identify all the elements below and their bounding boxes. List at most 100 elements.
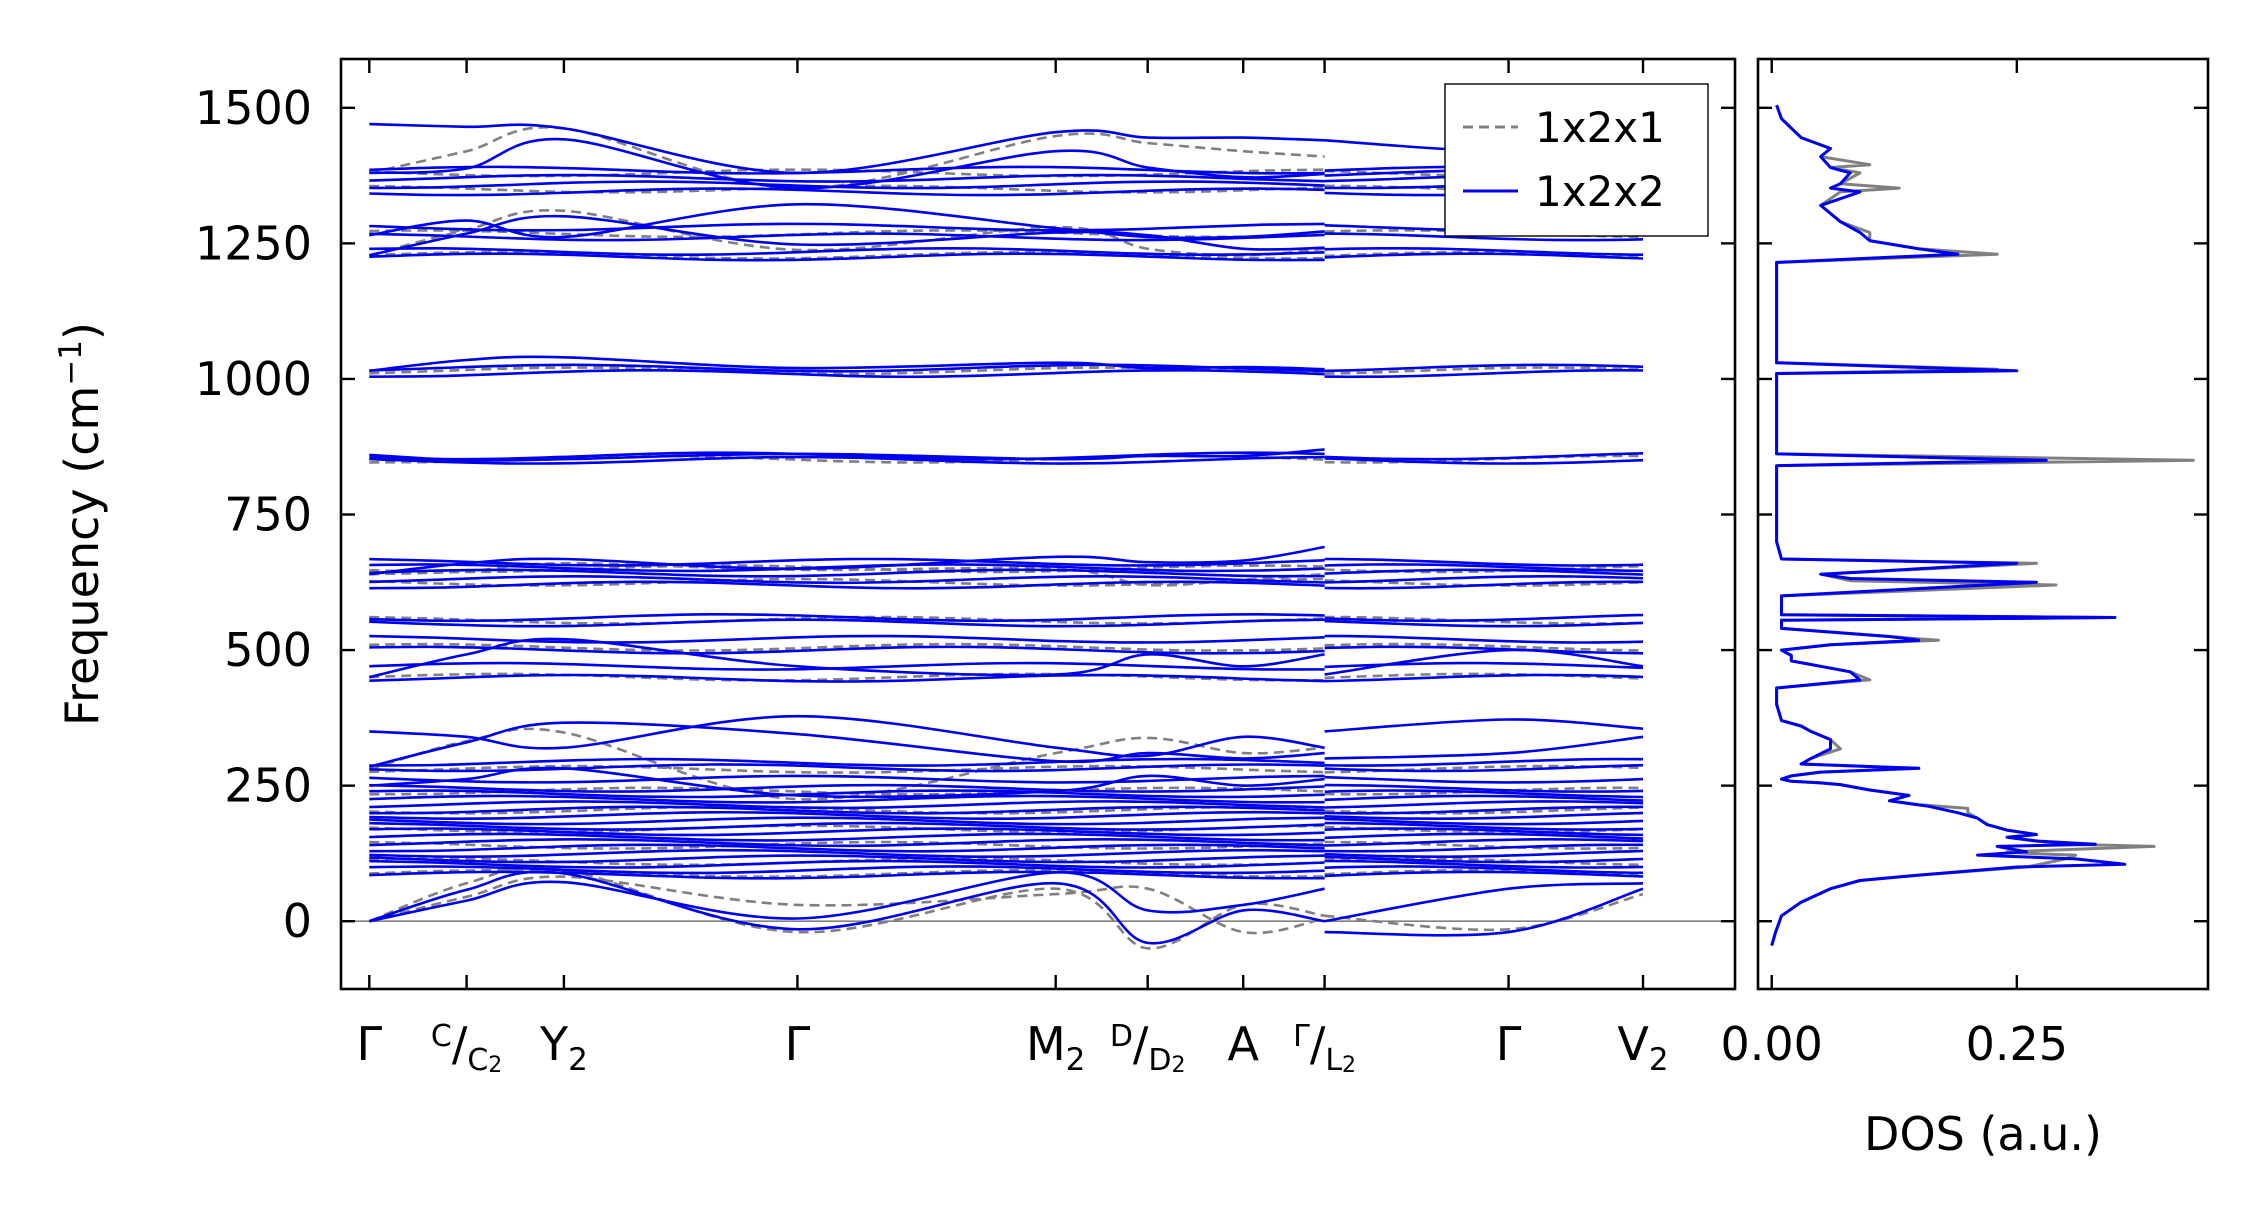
band-ytick-label-750: 750 (224, 488, 312, 542)
band-axes-frame (339, 57, 1737, 991)
1x2x2-band-8-0 (369, 827, 1325, 837)
1x2x2-band-27-0 (369, 574, 1325, 585)
1x2x2-dispersive-band-3 (1324, 735, 1644, 760)
1x2x2-band-1-0 (369, 865, 1325, 875)
1x2x2-band-39-0 (369, 187, 1325, 197)
dos-panel: 0.00 0.25 DOS (a.u.) (1721, 57, 2210, 1161)
1x2x2-band-36-1 (1324, 247, 1644, 256)
band-xtick-label-3: Γ (785, 1017, 811, 1071)
1x2x2-dispersive-band-19 (369, 545, 1325, 576)
band-ytick-label-250: 250 (224, 759, 312, 813)
1x2x2-band-10-1 (1324, 817, 1644, 826)
1x2x2-band-15-0 (369, 789, 1325, 799)
1x2x2-dispersive-band-13 (1324, 887, 1644, 937)
band-ytick-label-1000: 1000 (195, 352, 312, 406)
band-xtick-label-5: D/D2 (1110, 1017, 1186, 1078)
1x2x2-band-10-0 (369, 816, 1325, 826)
1x2x1-band-12-1 (1324, 454, 1644, 464)
1x2x2-band-29-1 (1324, 563, 1644, 573)
1x2x2-band-11-1 (1324, 811, 1644, 820)
1x2x2-band-33-1 (1324, 369, 1644, 379)
1x2x2-band-18-1 (1324, 763, 1644, 773)
1x2x2-dispersive-band-1 (1324, 718, 1644, 733)
1x2x2-band-28-0 (369, 568, 1325, 578)
dos-axis-ticks: 0.00 0.25 (1721, 59, 2208, 1071)
1x2x2-band-12-1 (1324, 805, 1644, 815)
band-ytick-label-1250: 1250 (195, 216, 312, 270)
1x2x2-band-7-1 (1324, 832, 1644, 840)
1x2x2-band-37-1 (1324, 232, 1644, 242)
1x2x1-dispersive-band-5 (368, 875, 1325, 935)
band-xtick-label-7: Γ/L2 (1293, 1017, 1356, 1078)
legend-label-1x2x2: 1x2x2 (1535, 167, 1665, 216)
1x2x2-band-7-0 (369, 832, 1325, 842)
1x2x2-band-6-0 (369, 837, 1325, 848)
1x2x2-band-41-0 (369, 173, 1325, 183)
1x2x2-dispersive-band-4 (369, 122, 1325, 175)
legend-frame (1444, 83, 1709, 237)
1x2x1-dispersive-band-4 (1324, 892, 1644, 932)
y-label-main: Frequency (cm (55, 386, 109, 726)
legend: 1x2x1 1x2x2 (1444, 83, 1709, 237)
1x2x2-band-19-1 (1324, 757, 1644, 767)
1x2x2-band-25-0 (369, 612, 1325, 623)
1x2x1-band-8-1 (1324, 642, 1644, 652)
1x2x2-band-36-0 (369, 246, 1325, 257)
band-y-axis-label: Frequency (cm−1) (53, 322, 109, 726)
1x2x2-band-37-0 (369, 232, 1325, 242)
1x2x1-band-5-1 (1324, 786, 1644, 796)
1x2x2-band-3-1 (1324, 855, 1644, 864)
dos-xtick-label-0: 0.00 (1721, 1017, 1823, 1071)
1x2x2-band-22-1 (1324, 645, 1644, 655)
1x2x1-band-15-1 (1324, 229, 1644, 239)
1x2x2-band-15-1 (1324, 789, 1644, 799)
1x2x2-band-5-0 (369, 843, 1325, 853)
1x2x2-band-13-0 (369, 800, 1325, 810)
band-lines (341, 122, 1735, 950)
1x2x2-band-14-1 (1324, 794, 1644, 802)
1x2x2-band-20-0 (369, 673, 1325, 683)
1x2x1-band-9-1 (1324, 615, 1644, 625)
1x2x2-band-35-0 (369, 252, 1325, 262)
1x2x2-band-3-0 (369, 854, 1325, 864)
1x2x2-band-21-0 (369, 661, 1325, 671)
1x2x1-dispersive-band-0 (369, 126, 1325, 190)
band-xtick-label-9: V2 (1617, 1017, 1668, 1078)
1x2x2-band-32-0 (369, 451, 1325, 461)
1x2x2-band-17-1 (1324, 775, 1644, 784)
1x2x2-dispersive-band-0 (369, 714, 1325, 758)
1x2x2-dispersive-band-8 (369, 202, 1325, 240)
1x2x2-band-16-1 (1324, 783, 1644, 793)
1x2x2-band-6-1 (1324, 837, 1644, 847)
band-xtick-label-2: Y2 (539, 1017, 588, 1078)
dos-lines (1770, 104, 2195, 947)
1x2x2-band-8-1 (1324, 827, 1644, 837)
band-xtick-label-8: Γ (1496, 1017, 1522, 1071)
1x2x2-band-32-1 (1324, 452, 1644, 461)
1x2x2-band-16-0 (369, 783, 1325, 793)
1x2x2-band-35-1 (1324, 252, 1644, 260)
1x2x2-dispersive-band-9 (369, 214, 1325, 257)
1x2x1-band-14-1 (1324, 250, 1644, 258)
1x2x2-band-9-1 (1324, 821, 1644, 831)
band-ytick-label-500: 500 (224, 623, 312, 677)
1x2x2-band-4-1 (1324, 849, 1644, 859)
1x2x2-band-2-1 (1324, 859, 1644, 869)
dos-series-1x2x2 (1770, 104, 2127, 947)
1x2x2-band-9-0 (369, 821, 1325, 831)
band-xtick-label-0: Γ (356, 1017, 382, 1071)
1x2x1-band-16-1 (1324, 184, 1644, 194)
1x2x1-dispersive-band-3 (368, 865, 1325, 950)
1x2x2-dispersive-band-11 (368, 870, 1325, 945)
1x2x2-dispersive-band-14 (369, 766, 1325, 799)
band-ytick-label-1500: 1500 (195, 81, 312, 135)
y-label-close: ) (55, 322, 109, 340)
dos-axes-frame (1756, 57, 2210, 991)
1x2x1-band-0-1 (1324, 868, 1644, 877)
1x2x1-band-2-1 (1324, 840, 1644, 850)
dos-x-axis-label: DOS (a.u.) (1864, 1107, 2102, 1161)
1x2x2-band-25-1 (1324, 613, 1644, 623)
1x2x2-band-24-0 (369, 618, 1325, 628)
1x2x2-band-23-1 (1324, 634, 1644, 644)
